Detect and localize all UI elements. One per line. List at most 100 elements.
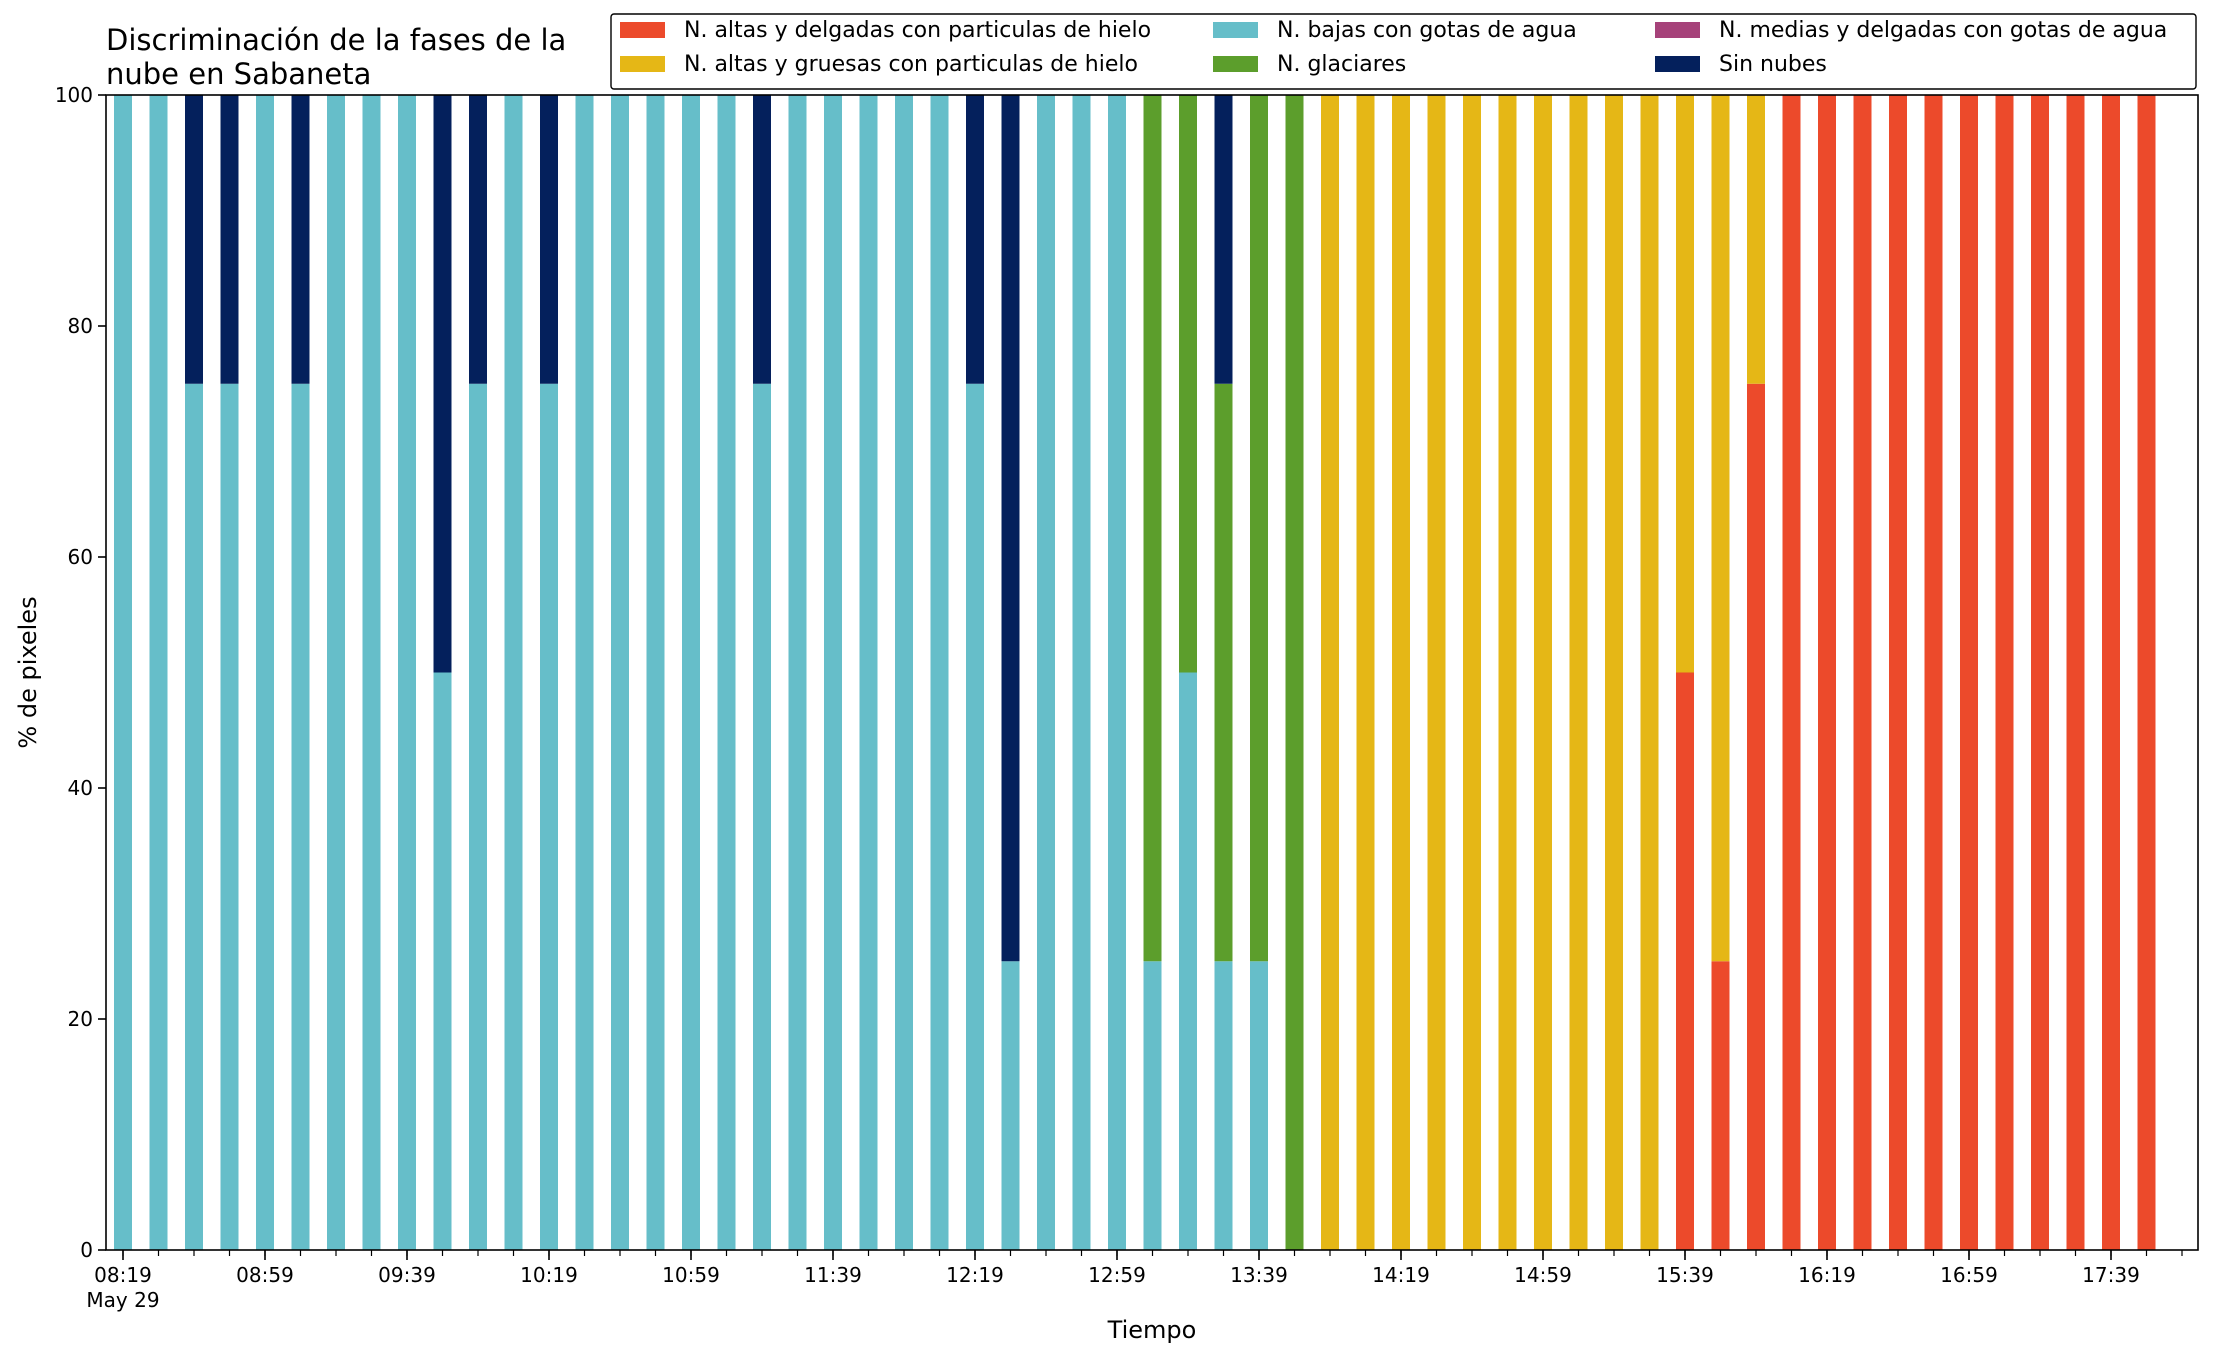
x-tick-label: 13:39 <box>1230 1263 1288 1287</box>
bar-segment <box>1924 95 1943 1250</box>
legend-label: N. medias y delgadas con gotas de agua <box>1719 18 2167 43</box>
bar-segment <box>1214 383 1233 962</box>
bar-segment <box>1179 672 1197 1250</box>
x-tick-label: 10:19 <box>520 1263 578 1287</box>
bar-segment <box>1427 95 1446 1250</box>
x-axis-label: Tiempo <box>1107 1316 1197 1344</box>
bar-segment <box>717 95 736 1250</box>
legend-label: N. glaciares <box>1277 52 1406 77</box>
bar-segment <box>1711 961 1730 1250</box>
bar-segment <box>540 383 558 1250</box>
bar-segment <box>1001 961 1020 1250</box>
bar-segment <box>575 95 594 1250</box>
bar-segment <box>220 383 239 1250</box>
legend-swatch <box>1213 56 1258 72</box>
legend-label: Sin nubes <box>1719 52 1827 77</box>
bar-segment <box>469 383 487 1250</box>
bar-segment <box>327 95 345 1250</box>
bar-segment <box>1108 95 1126 1250</box>
legend-label: N. bajas con gotas de agua <box>1277 18 1577 43</box>
bar-segment <box>398 95 416 1250</box>
bar-segment <box>753 95 771 384</box>
bar-segment <box>1747 95 1765 384</box>
x-tick-label: 16:59 <box>1940 1263 1998 1287</box>
bar-segment <box>1498 95 1517 1250</box>
bar-segment <box>1037 95 1055 1250</box>
bar-segment <box>540 95 558 384</box>
bar-segment <box>966 95 984 384</box>
bars-group <box>114 95 2156 1250</box>
legend-swatch <box>1213 22 1258 38</box>
bar-segment <box>2066 95 2085 1250</box>
bar-segment <box>433 95 452 673</box>
plot-frame <box>105 94 2199 1251</box>
legend: N. altas y delgadas con particulas de hi… <box>610 13 2197 90</box>
bar-segment <box>504 95 523 1250</box>
bar-segment <box>1889 95 1907 1250</box>
bar-segment <box>1676 672 1694 1250</box>
bar-segment <box>220 95 239 384</box>
x-tick-label: 14:59 <box>1514 1263 1572 1287</box>
bar-segment <box>1179 95 1197 673</box>
bar-segment <box>1463 95 1481 1250</box>
bar-segment <box>788 95 807 1250</box>
bar-segment <box>1569 95 1588 1250</box>
bar-segment <box>1747 383 1765 1250</box>
bar-segment <box>1250 95 1268 962</box>
bar-segment <box>1392 95 1410 1250</box>
bar-segment <box>114 95 132 1250</box>
bar-segment <box>1782 95 1801 1250</box>
bar-segment <box>895 95 913 1250</box>
bar-segment <box>433 672 452 1250</box>
bar-segment <box>682 95 700 1250</box>
bar-segment <box>1143 961 1162 1250</box>
bar-segment <box>1960 95 1978 1250</box>
bar-segment <box>611 95 629 1250</box>
chart-title-line: nube en Sabaneta <box>106 57 371 91</box>
bar-segment <box>1818 95 1836 1250</box>
legend-label: N. altas y delgadas con particulas de hi… <box>684 18 1151 43</box>
x-tick-label: 08:59 <box>236 1263 294 1287</box>
y-tick-label: 60 <box>68 545 93 569</box>
bar-segment <box>966 383 984 1250</box>
y-tick-label: 40 <box>68 776 93 800</box>
bar-segment <box>1001 95 1020 962</box>
bar-segment <box>2137 95 2156 1250</box>
bar-segment <box>291 383 310 1250</box>
legend-frame <box>610 13 2197 90</box>
legend-swatch <box>1655 22 1700 38</box>
bar-segment <box>859 95 878 1250</box>
x-tick-label: 14:19 <box>1372 1263 1430 1287</box>
x-tick-label: 15:39 <box>1656 1263 1714 1287</box>
x-tick-label: 12:19 <box>946 1263 1004 1287</box>
legend-label: N. altas y gruesas con particulas de hie… <box>684 52 1138 77</box>
bar-segment <box>469 95 487 384</box>
bar-segment <box>1711 95 1730 962</box>
bar-segment <box>1605 95 1623 1250</box>
x-tick-label: 12:59 <box>1088 1263 1146 1287</box>
x-tick-label: 17:39 <box>2082 1263 2140 1287</box>
y-axis-label: % de pixeles <box>14 596 42 748</box>
y-tick-label: 80 <box>68 314 93 338</box>
bar-segment <box>1676 95 1694 673</box>
x-tick-label: 08:19 <box>94 1263 152 1287</box>
bar-segment <box>1640 95 1659 1250</box>
bar-segment <box>291 95 310 384</box>
bar-segment <box>149 95 168 1250</box>
bar-segment <box>1214 95 1233 384</box>
bar-segment <box>1853 95 1872 1250</box>
y-tick-label: 0 <box>80 1238 93 1262</box>
bar-segment <box>362 95 381 1250</box>
bar-segment <box>930 95 949 1250</box>
bar-segment <box>1356 95 1375 1250</box>
bar-segment <box>1214 961 1233 1250</box>
x-tick-label: 09:39 <box>378 1263 436 1287</box>
y-tick-label: 100 <box>55 83 93 107</box>
bar-segment <box>1534 95 1552 1250</box>
x-tick-label: 16:19 <box>1798 1263 1856 1287</box>
bar-segment <box>646 95 665 1250</box>
bar-segment <box>753 383 771 1250</box>
bar-segment <box>1072 95 1091 1250</box>
